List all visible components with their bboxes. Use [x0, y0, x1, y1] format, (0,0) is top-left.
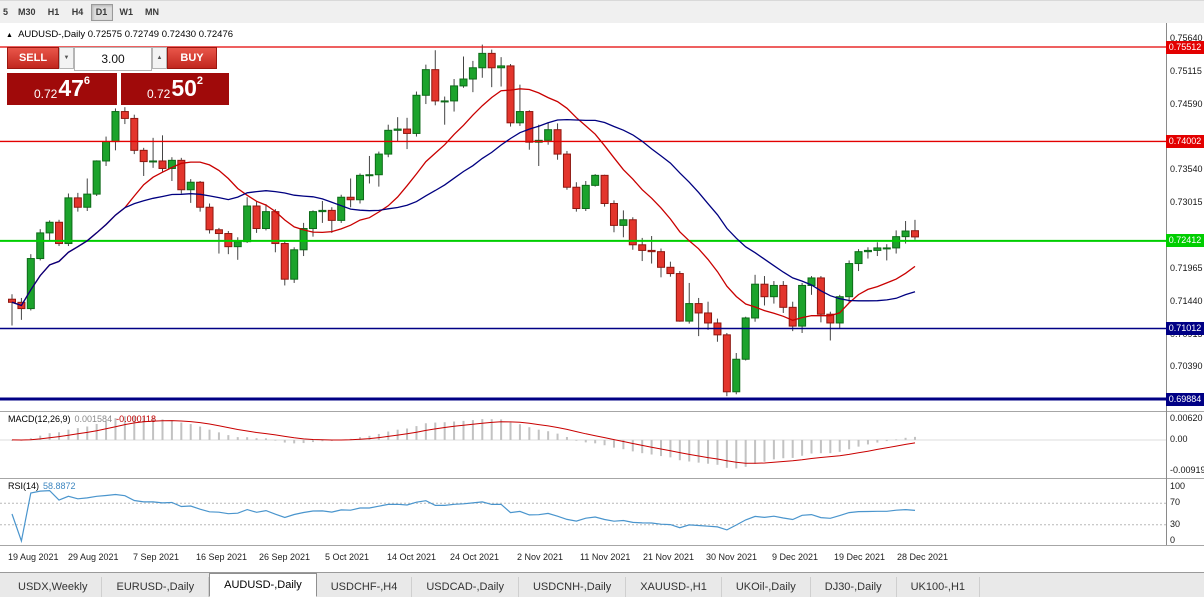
price-axis-line — [1166, 23, 1167, 545]
tab-usdcnh-daily[interactable]: USDCNH-,Daily — [519, 577, 627, 597]
price-axis-label: 0.75115 — [1170, 65, 1202, 76]
date-axis-label: 24 Oct 2021 — [450, 552, 500, 562]
price-line-badge: 0.69884 — [1166, 392, 1204, 406]
price-axis-label: 0.75640 — [1170, 32, 1203, 43]
chart-tab-bar: USDX,Weekly EURUSD-,Daily AUDUSD-,Daily USD… — [0, 572, 1204, 597]
volume-decrease-button[interactable]: ▼ — [59, 47, 74, 69]
date-axis-label: 7 Sep 2021 — [133, 552, 180, 562]
buy-price-sup: 2 — [196, 75, 204, 87]
date-axis-label: 30 Nov 2021 — [706, 552, 758, 562]
date-axis-label: 29 Aug 2021 — [68, 552, 119, 562]
price-axis-label: 0.70390 — [1170, 361, 1203, 372]
volume-input[interactable] — [74, 47, 152, 71]
date-axis-label: 26 Sep 2021 — [259, 552, 311, 562]
rsi-value: 58.8872 — [43, 481, 76, 491]
rsi-indicator-canvas[interactable] — [0, 479, 1166, 545]
macd-name: MACD(12,26,9) — [8, 414, 71, 424]
date-axis-label: 28 Dec 2021 — [897, 552, 949, 562]
ohlc-values: 0.72575 0.72749 0.72430 0.72476 — [87, 29, 234, 40]
timeframe-button-mn[interactable]: MN — [140, 4, 164, 21]
buy-price-big: 50 — [171, 75, 197, 101]
tab-eurusd-daily[interactable]: EURUSD-,Daily — [102, 577, 210, 597]
chart-title: ▲ AUDUSD-,Daily 0.72575 0.72749 0.72430 … — [6, 29, 233, 40]
price-line-badge: 0.71012 — [1166, 321, 1204, 335]
rsi-name: RSI(14) — [8, 481, 40, 491]
axis-separator — [0, 545, 1204, 546]
date-axis-label: 16 Sep 2021 — [196, 552, 248, 562]
sell-price-sup: 6 — [83, 75, 91, 87]
sell-price-display[interactable]: 0.72 47 6 — [7, 73, 117, 105]
macd-axis-label: 0.00620 — [1170, 413, 1203, 423]
tab-usdx-weekly[interactable]: USDX,Weekly — [4, 577, 103, 597]
collapse-panel-icon[interactable]: ▲ — [6, 32, 13, 39]
date-axis-label: 5 Oct 2021 — [325, 552, 370, 562]
price-axis-label: 0.71965 — [1170, 262, 1203, 273]
date-axis-label: 19 Dec 2021 — [834, 552, 886, 562]
tab-usdcad-daily[interactable]: USDCAD-,Daily — [412, 577, 519, 597]
timeframe-button-w1[interactable]: W1 — [115, 4, 139, 21]
price-chart-canvas[interactable] — [0, 25, 1166, 411]
rsi-axis-label: 30 — [1170, 518, 1181, 529]
price-line-badge: 0.72412 — [1166, 234, 1204, 248]
tab-uk100-h1[interactable]: UK100-,H1 — [897, 577, 981, 597]
date-axis-label: 19 Aug 2021 — [8, 552, 59, 562]
price-axis-label: 0.74590 — [1170, 98, 1203, 109]
tab-dj30-daily[interactable]: DJ30-,Daily — [811, 577, 897, 597]
buy-button[interactable]: BUY — [167, 47, 217, 69]
macd-axis-label: -0.00919 — [1170, 465, 1204, 475]
macd-signal-value: -0.000118 — [116, 414, 156, 424]
sell-price-big: 47 — [58, 75, 84, 101]
price-axis-label: 0.73540 — [1170, 164, 1203, 175]
timeframe-button-h4[interactable]: H4 — [67, 4, 89, 21]
timeframe-button-d1[interactable]: D1 — [90, 3, 113, 21]
timeframe-toolbar: 5 M30 H1 H4 D1 W1 MN — [0, 1, 1204, 24]
macd-indicator-canvas[interactable] — [0, 412, 1166, 478]
date-axis: 19 Aug 2021 29 Aug 2021 7 Sep 2021 16 Sep 2… — [0, 550, 1166, 568]
panel-separator[interactable] — [0, 411, 1204, 412]
sell-price-prefix: 0.72 — [33, 87, 58, 101]
rsi-axis-label: 0 — [1170, 535, 1176, 545]
date-axis-label: 11 Nov 2021 — [580, 552, 631, 562]
tab-usdchf-h4[interactable]: USDCHF-,H4 — [317, 577, 413, 597]
price-axis-label: 0.71440 — [1170, 295, 1203, 306]
macd-main-value: 0.001584 — [74, 414, 113, 424]
timeframe-button-h1[interactable]: H1 — [43, 4, 65, 21]
macd-indicator-label: MACD(12,26,9) 0.001584 -0.000118 — [8, 414, 160, 424]
timeframe-button-5[interactable]: 5 — [0, 4, 11, 21]
price-line-badge: 0.74002 — [1166, 134, 1204, 148]
buy-price-display[interactable]: 0.72 50 2 — [121, 73, 229, 105]
macd-axis-label: 0.00 — [1170, 433, 1188, 444]
date-axis-label: 14 Oct 2021 — [387, 552, 437, 562]
price-line-badge: 0.75512 — [1166, 40, 1204, 54]
panel-separator[interactable] — [0, 478, 1204, 479]
date-axis-label: 9 Dec 2021 — [772, 552, 819, 562]
rsi-indicator-label: RSI(14) 58.8872 — [8, 481, 80, 491]
symbol-period-label: AUDUSD-,Daily — [18, 29, 86, 40]
timeframe-button-m30[interactable]: M30 — [13, 4, 41, 21]
sell-button[interactable]: SELL — [7, 47, 59, 69]
rsi-axis-label: 70 — [1170, 497, 1181, 508]
date-axis-label: 2 Nov 2021 — [517, 552, 564, 562]
tab-xauusd-h1[interactable]: XAUUSD-,H1 — [626, 577, 722, 597]
date-axis-label: 21 Nov 2021 — [643, 552, 695, 562]
buy-price-prefix: 0.72 — [146, 87, 171, 101]
tab-ukoil-daily[interactable]: UKOil-,Daily — [722, 577, 811, 597]
price-axis-label: 0.73015 — [1170, 197, 1203, 208]
rsi-axis-label: 100 — [1170, 481, 1186, 491]
chart-window[interactable]: ▲ AUDUSD-,Daily 0.72575 0.72749 0.72430 … — [0, 23, 1204, 572]
tab-audusd-daily[interactable]: AUDUSD-,Daily — [209, 573, 317, 597]
volume-increase-button[interactable]: ▲ — [152, 47, 167, 69]
